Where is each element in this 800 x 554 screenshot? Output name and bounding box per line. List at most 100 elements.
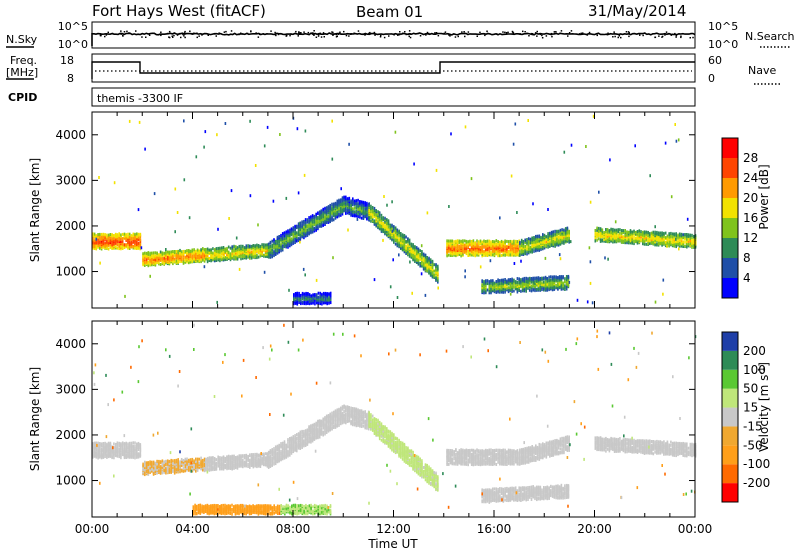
heatmap-cell [102,444,105,448]
heatmap-cell [601,228,604,232]
heatmap-cell [261,252,263,256]
heatmap-cell [675,237,677,241]
heatmap-cell [383,195,385,198]
heatmap-cell [111,241,113,245]
heatmap-cell [414,260,416,263]
noise-dot [277,33,280,36]
heatmap-cell [408,240,411,244]
heatmap-cell [446,254,448,258]
noise-dot [122,35,124,37]
heatmap-cell [206,250,209,254]
heatmap-cell [106,240,108,244]
heatmap-cell [537,277,540,281]
noise-dot [135,30,137,32]
heatmap-cell [527,247,530,251]
heatmap-cell [295,239,298,243]
heatmap-cell [120,244,122,248]
heatmap-cell [331,202,333,206]
heatmap-cell [364,201,366,205]
heatmap-cell [97,238,99,242]
heatmap-cell [521,277,524,281]
heatmap-cell [481,251,483,255]
heatmap-cell [490,286,492,290]
heatmap-cell [107,451,110,455]
noise-dot [145,36,147,38]
heatmap-cell [446,249,448,252]
heatmap-cell [564,288,566,291]
heatmap-cell [410,244,413,248]
heatmap-cell [615,234,618,238]
heatmap-cell [684,233,686,236]
heatmap-cell [252,244,255,247]
heatmap-cell [203,248,206,252]
heatmap-cell [313,229,316,233]
heatmap-cell [355,205,358,209]
heatmap-cell [297,225,300,229]
heatmap-cell [526,252,528,256]
heatmap-cell [474,242,476,246]
heatmap-cell [642,242,644,246]
noise-dot [335,33,338,36]
noise-dot [339,31,341,33]
heatmap-cell [233,257,235,261]
heatmap-cell [332,202,335,206]
heatmap-cell [677,240,679,243]
heatmap-cell [321,292,323,296]
heatmap-cell [620,235,623,238]
heatmap-cell [145,258,148,262]
heatmap-cell [245,244,248,248]
noise-dot [318,33,320,36]
heatmap-cell [195,251,197,255]
heatmap-cell [120,452,122,456]
heatmap-cell [497,278,499,282]
heatmap-cell [261,243,263,247]
heatmap-cell [557,286,559,290]
noise-dot [230,30,233,32]
heatmap-cell [431,268,434,272]
heatmap-cell [506,250,508,253]
heatmap-cell [424,263,427,267]
heatmap-cell [565,285,568,289]
heatmap-cell [543,233,546,237]
heatmap-cell [437,286,439,290]
heatmap-cell [520,284,522,288]
noise-dot [559,32,561,35]
noise-dot [434,32,436,34]
heatmap-cell [629,239,632,243]
heatmap-cell [467,249,469,253]
heatmap-cell [168,250,171,254]
heatmap-cell [366,216,368,220]
noise-dot [298,32,300,34]
heatmap-cell [396,296,399,299]
heatmap-cell [113,442,115,446]
heatmap-cell [116,243,119,247]
heatmap-cell [391,229,394,233]
heatmap-cell [159,250,162,254]
heatmap-cell [350,199,352,203]
heatmap-cell [139,232,142,236]
heatmap-cell [638,234,641,238]
heatmap-cell [301,300,304,304]
heatmap-cell [95,240,98,244]
colorbar-tick-label: 28 [743,151,758,165]
heatmap-cell [259,248,262,252]
heatmap-cell [526,245,528,249]
heatmap-cell [310,229,312,233]
heatmap-cell [219,246,221,250]
heatmap-cell [250,244,253,248]
heatmap-cell [560,287,563,291]
heatmap-cell [682,244,684,248]
heatmap-cell [488,242,491,246]
cpid-panel-frame [91,87,696,107]
noise-dot [486,32,489,35]
heatmap-cell [631,230,633,234]
heatmap-cell [293,298,295,302]
beam-label: Beam 01 [356,3,423,21]
heatmap-cell [322,223,324,227]
heatmap-cell [555,283,557,287]
heatmap-cell [328,300,330,304]
heatmap-cell [456,241,459,245]
heatmap-cell [553,286,556,290]
heatmap-cell [689,235,692,239]
